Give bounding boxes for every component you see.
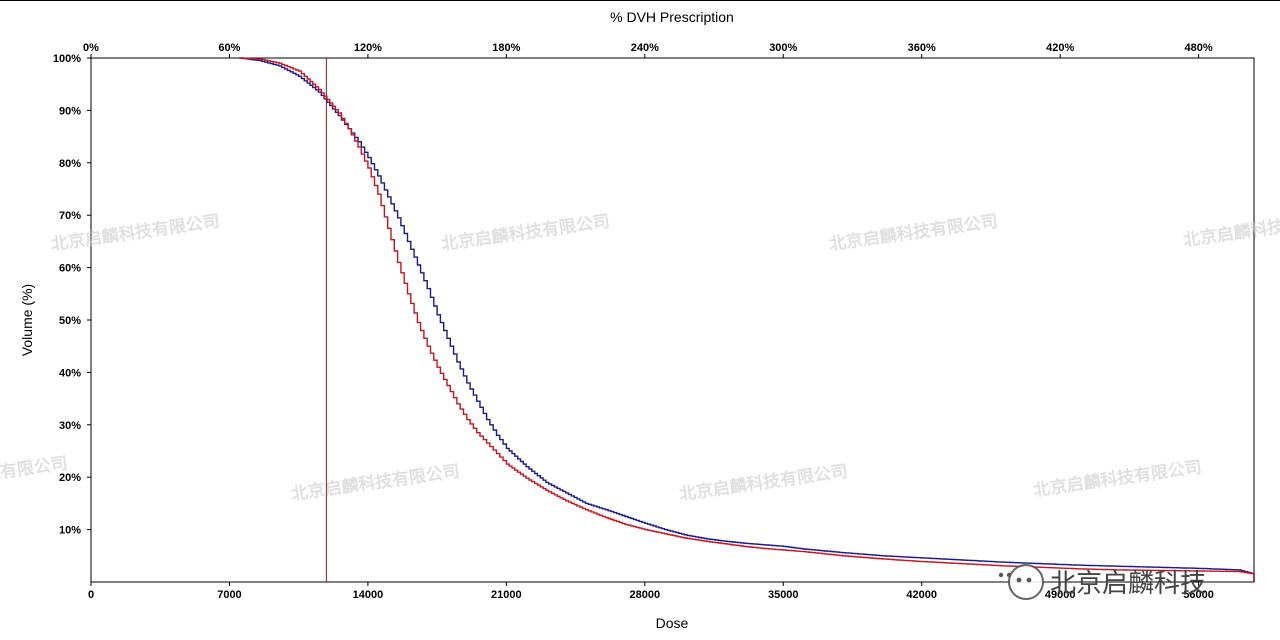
y-tick-label: 40% bbox=[59, 367, 81, 379]
y-tick-label: 50% bbox=[59, 315, 81, 327]
top-tick-label: 420% bbox=[1046, 42, 1074, 54]
series-line-red bbox=[239, 57, 1255, 582]
top-axis-title: % DVH Prescription bbox=[610, 9, 734, 25]
x-tick-label: 49000 bbox=[1045, 589, 1076, 601]
logo-text: 北京启麟科技 bbox=[1050, 569, 1206, 599]
y-tick-label: 20% bbox=[59, 472, 81, 484]
top-axis-ticks: 0% 60% 120% 180% 240% 300% 360% 420% 480% bbox=[83, 42, 1213, 58]
x-tick-label: 56000 bbox=[1183, 589, 1214, 601]
y-axis-ticks: 10% 20% 30% 40% 50% 60% 70% 80% 90% 100% bbox=[53, 53, 91, 537]
plot-area bbox=[90, 57, 1255, 583]
y-tick-label: 30% bbox=[59, 420, 81, 432]
wechat-icon bbox=[998, 564, 1044, 600]
x-tick-label: 21000 bbox=[491, 589, 522, 601]
y-axis-title: Volume (%) bbox=[19, 284, 35, 356]
y-tick-label: 10% bbox=[59, 525, 81, 537]
x-axis-title: Dose bbox=[656, 615, 689, 631]
top-tick-label: 120% bbox=[354, 42, 382, 54]
x-tick-label: 0 bbox=[88, 589, 94, 601]
top-tick-label: 60% bbox=[218, 42, 240, 54]
series-line-blue bbox=[239, 57, 1255, 582]
x-tick-label: 28000 bbox=[630, 589, 661, 601]
x-axis-ticks: 0 7000 14000 21000 28000 35000 42000 49000 56000 bbox=[88, 582, 1214, 601]
y-tick-label: 60% bbox=[59, 263, 81, 275]
wechat-logo: 北京启麟科技 bbox=[998, 564, 1206, 600]
y-tick-label: 70% bbox=[59, 210, 81, 222]
x-tick-label: 14000 bbox=[353, 589, 384, 601]
watermark-text: 北京启麟科技有限公司 bbox=[0, 452, 69, 496]
x-tick-label: 7000 bbox=[217, 589, 241, 601]
x-tick-label: 35000 bbox=[768, 589, 799, 601]
y-tick-label: 90% bbox=[59, 105, 81, 117]
y-tick-label: 100% bbox=[53, 53, 81, 65]
top-tick-label: 300% bbox=[769, 42, 797, 54]
x-tick-label: 42000 bbox=[906, 589, 937, 601]
top-tick-label: 360% bbox=[908, 42, 936, 54]
top-tick-label: 0% bbox=[83, 42, 99, 54]
y-tick-label: 80% bbox=[59, 158, 81, 170]
top-tick-label: 180% bbox=[492, 42, 520, 54]
top-tick-label: 480% bbox=[1185, 42, 1213, 54]
top-tick-label: 240% bbox=[631, 42, 659, 54]
